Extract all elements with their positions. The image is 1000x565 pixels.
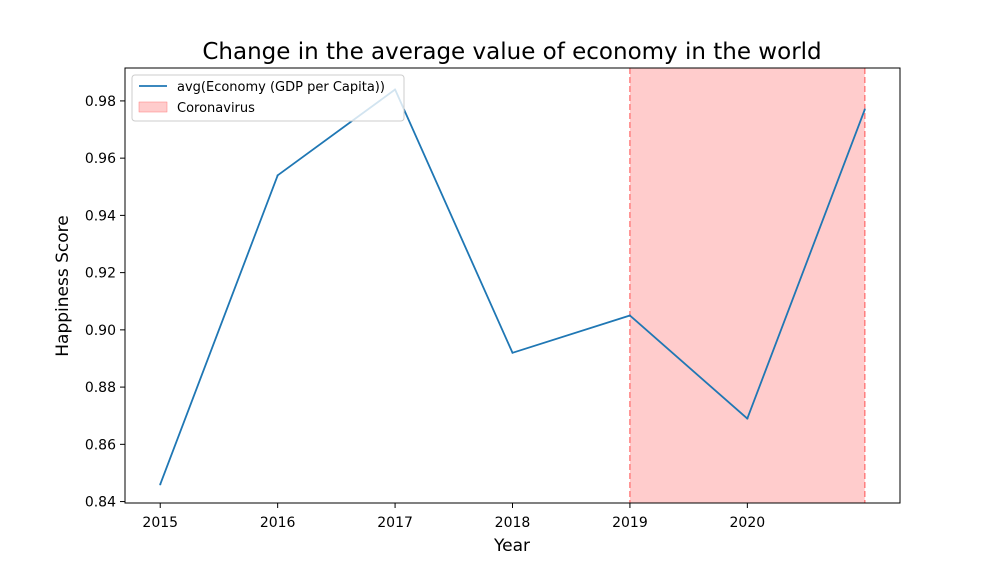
data-point [628,314,631,317]
legend-label-series: avg(Economy (GDP per Capita)) [177,80,385,95]
y-tick-label: 0.94 [85,208,116,224]
plot-area [159,68,866,503]
y-tick-label: 0.96 [85,151,116,167]
y-tick-label: 0.88 [85,380,116,396]
data-point [159,483,162,486]
data-point [863,108,866,111]
y-tick-label: 0.84 [85,495,116,511]
y-tick-label: 0.90 [85,323,116,339]
legend-label-coronavirus: Coronavirus [177,101,255,116]
legend: avg(Economy (GDP per Capita)) Coronaviru… [131,74,405,122]
axes-frame [124,67,901,504]
data-point [746,417,749,420]
x-tick-label: 2018 [495,515,531,531]
x-tick-label: 2019 [612,515,648,531]
legend-patch-swatch [138,101,168,113]
data-point [511,351,514,354]
shaded-region [629,68,865,503]
axis-ticks: 2015 2016 2017 2018 2019 2020 0.84 0.86 0.88 0.90… [85,94,765,531]
x-axis-label: Year [493,536,530,556]
chart-title: Change in the average value of economy i… [202,39,821,65]
y-axis-label: Happiness Score [53,215,73,356]
x-tick-label: 2016 [260,515,296,531]
x-tick-label: 2015 [142,515,178,531]
x-tick-label: 2017 [377,515,413,531]
legend-box [131,74,405,122]
y-tick-label: 0.86 [85,437,116,453]
x-tick-label: 2020 [730,515,766,531]
data-point [276,174,279,177]
y-tick-label: 0.92 [85,266,116,282]
y-tick-label: 0.98 [85,94,116,110]
